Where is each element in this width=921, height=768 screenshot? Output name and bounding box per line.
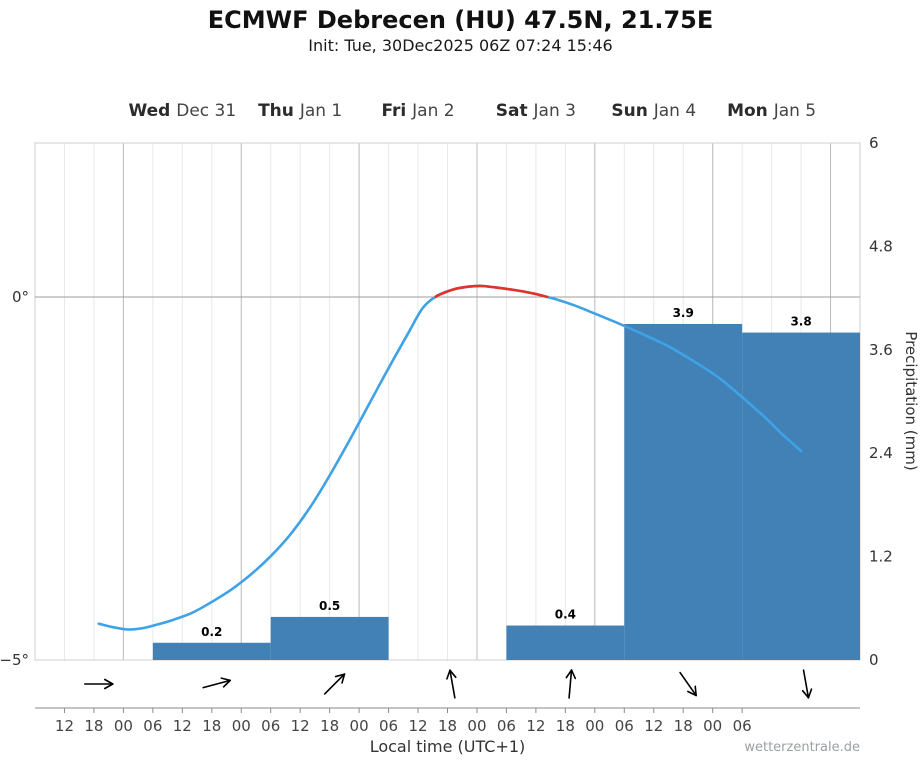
temp-tick-label: 0° (12, 288, 29, 306)
x-tick-label: 12 (173, 717, 192, 735)
chart-subtitle: Init: Tue, 30Dec2025 06Z 07:24 15:46 (308, 36, 613, 55)
precip-bar-value: 3.9 (673, 306, 694, 320)
wind-arrow-icon (323, 673, 346, 695)
precip-tick-label: 0 (869, 651, 879, 669)
x-tick-label: 06 (261, 717, 280, 735)
precip-tick-label: 1.2 (869, 548, 893, 566)
day-labels: Wed Dec 31 Thu Jan 1 Fri Jan 2 Sat Jan 3 Sun… (128, 101, 816, 121)
wind-arrow-icon (679, 671, 697, 697)
wind-arrow-icon (801, 669, 813, 699)
day-label: Thu Jan 1 (258, 101, 342, 121)
precip-bar (152, 642, 271, 660)
x-tick-label: 12 (644, 717, 663, 735)
x-tick-label: 00 (703, 717, 722, 735)
precip-bar-labels: 0.2 0.5 0.4 3.9 3.8 (201, 306, 812, 639)
x-tick-label: 12 (526, 717, 545, 735)
x-tick-label: 00 (467, 717, 486, 735)
watermark: wetterzentrale.de (744, 740, 860, 755)
precip-axis-tick-labels: 0 1.2 2.4 3.6 4.8 6 (869, 134, 893, 669)
x-tick-label: 18 (556, 717, 575, 735)
x-tick-label: 00 (232, 717, 251, 735)
x-tick-label: 06 (733, 717, 752, 735)
x-tick-label: 12 (55, 717, 74, 735)
precip-bar-value: 3.8 (790, 315, 811, 329)
temp-axis-tick-labels: 0° −5° (0, 288, 29, 669)
precip-axis-title: Precipitation (mm) (902, 331, 920, 470)
x-tick-label: 12 (291, 717, 310, 735)
precip-bar (624, 323, 743, 660)
temperature-curve (97, 284, 803, 631)
x-tick-label: 06 (143, 717, 162, 735)
x-tick-label: 18 (202, 717, 221, 735)
precip-bar (506, 625, 625, 660)
precip-tick-label: 4.8 (869, 237, 893, 255)
precip-tick-label: 2.4 (869, 444, 893, 462)
temperature-curve-above-zero (434, 284, 549, 299)
x-tick-label: 06 (379, 717, 398, 735)
x-tick-labels: 12 18 00 06 12 18 00 06 12 18 00 06 12 18 00 06 12 18 00 06… (55, 717, 752, 735)
x-tick-label: 18 (438, 717, 457, 735)
bottom-axis (35, 707, 860, 713)
wind-arrow-icon (84, 678, 114, 690)
x-tick-label: 00 (350, 717, 369, 735)
wind-arrow-icon (202, 677, 232, 689)
wind-arrow-icon (565, 669, 577, 699)
day-label: Mon Jan 5 (727, 101, 816, 121)
precip-tick-label: 3.6 (869, 341, 893, 359)
precip-tick-label: 6 (869, 134, 879, 152)
precip-bar-value: 0.4 (555, 608, 576, 622)
precip-bar-value: 0.5 (319, 599, 340, 613)
precip-bar (270, 616, 389, 660)
precip-bar-value: 0.2 (201, 625, 222, 639)
day-label: Wed Dec 31 (128, 101, 236, 121)
wind-arrows (84, 669, 813, 699)
x-tick-label: 18 (674, 717, 693, 735)
x-tick-label: 18 (320, 717, 339, 735)
x-tick-label: 18 (84, 717, 103, 735)
x-tick-label: 06 (497, 717, 516, 735)
precip-bars (152, 323, 860, 660)
chart-title: ECMWF Debrecen (HU) 47.5N, 21.75E (207, 6, 714, 34)
wind-arrow-icon (446, 669, 457, 699)
x-tick-label: 06 (615, 717, 634, 735)
x-tick-label: 12 (408, 717, 427, 735)
temp-tick-label: −5° (0, 651, 29, 669)
day-label: Sat Jan 3 (496, 101, 576, 121)
x-tick-label: 00 (585, 717, 604, 735)
precip-bar (742, 332, 860, 660)
x-tick-label: 00 (114, 717, 133, 735)
x-axis-title: Local time (UTC+1) (369, 737, 526, 756)
day-label: Fri Jan 2 (381, 101, 454, 121)
day-label: Sun Jan 4 (611, 101, 696, 121)
